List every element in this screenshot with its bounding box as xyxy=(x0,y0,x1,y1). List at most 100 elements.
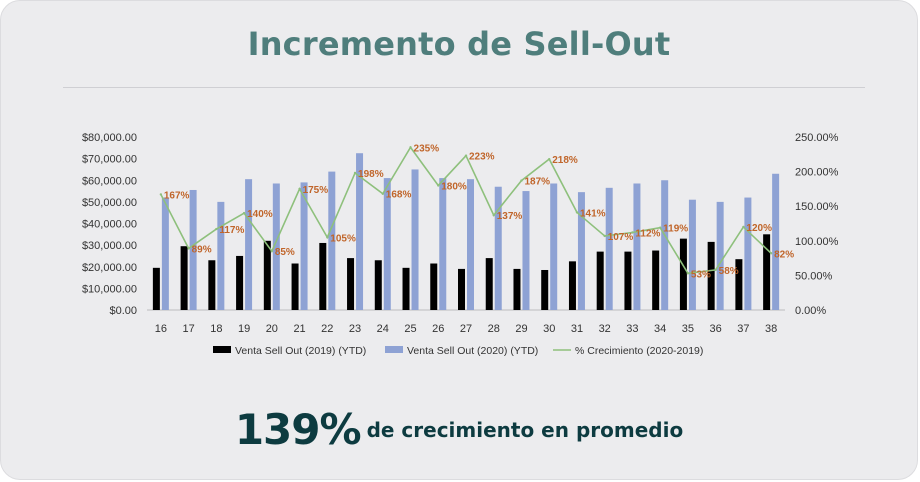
left-axis-tick-label: $10,000.00 xyxy=(82,283,137,295)
growth-point xyxy=(631,231,634,234)
bar-2019 xyxy=(208,260,216,310)
x-axis-tick-label: 33 xyxy=(626,323,638,335)
x-axis-tick-label: 21 xyxy=(293,323,305,335)
bar-2020 xyxy=(356,153,364,310)
title-divider xyxy=(63,87,865,88)
growth-data-label: 119% xyxy=(663,224,688,235)
left-axis-tick-label: $70,000.00 xyxy=(82,154,137,166)
right-axis-tick-label: 150.00% xyxy=(795,201,839,213)
growth-data-label: 198% xyxy=(358,169,384,180)
x-axis-tick-label: 25 xyxy=(404,323,416,335)
left-axis-tick-label: $80,000.00 xyxy=(82,132,137,144)
growth-data-label: 187% xyxy=(524,177,550,188)
bar-2019 xyxy=(458,268,465,310)
legend-2019-label: Venta Sell Out (2019) (YTD) xyxy=(235,345,366,357)
x-axis-tick-label: 17 xyxy=(182,323,194,335)
growth-data-label: 112% xyxy=(635,228,660,239)
growth-point xyxy=(242,211,246,215)
x-axis-tick-label: 18 xyxy=(210,323,222,335)
bar-2020 xyxy=(494,186,502,310)
bar-2019 xyxy=(624,251,632,310)
bar-2019 xyxy=(596,251,604,310)
growth-data-label: 107% xyxy=(608,232,634,243)
x-axis-tick-label: 35 xyxy=(682,323,694,335)
x-axis-tick-label: 28 xyxy=(488,323,500,335)
growth-point xyxy=(548,157,551,161)
x-axis-tick-label: 36 xyxy=(710,323,722,335)
growth-point xyxy=(769,252,773,255)
left-axis-tick-label: $60,000.00 xyxy=(82,175,137,187)
bar-2019 xyxy=(652,250,660,310)
bar-2020 xyxy=(467,179,474,310)
right-axis-tick-label: 200.00% xyxy=(795,167,839,179)
growth-data-label: 89% xyxy=(192,244,212,255)
summary-caption: de crecimiento en promedio xyxy=(366,417,684,442)
x-axis-tick-label: 29 xyxy=(515,323,527,335)
growth-point xyxy=(326,236,329,239)
growth-point xyxy=(409,146,412,149)
growth-point xyxy=(215,227,218,231)
growth-point xyxy=(159,193,163,196)
bar-2020 xyxy=(272,183,280,310)
x-axis-tick-label: 38 xyxy=(765,323,777,335)
bar-2019 xyxy=(347,258,355,310)
bar-2020 xyxy=(189,189,197,310)
growth-data-label: 58% xyxy=(719,266,739,277)
left-axis-tick-label: $20,000.00 xyxy=(82,262,137,274)
growth-point xyxy=(187,247,190,250)
growth-data-label: 235% xyxy=(414,143,440,154)
bar-2019 xyxy=(402,267,410,310)
bar-2020 xyxy=(300,182,308,310)
growth-point xyxy=(381,192,384,195)
bar-2019 xyxy=(735,259,743,310)
growth-data-label: 120% xyxy=(746,223,772,234)
bar-2020 xyxy=(577,192,585,310)
left-axis-tick-label: $50,000.00 xyxy=(82,197,137,209)
right-axis-tick-label: 0.00% xyxy=(795,305,826,317)
bar-2020 xyxy=(161,197,169,310)
left-axis-tick-label: $30,000.00 xyxy=(82,240,137,252)
bar-2019 xyxy=(513,268,521,310)
bar-2019 xyxy=(763,234,771,310)
bar-2019 xyxy=(263,240,271,310)
bar-2020 xyxy=(411,169,419,310)
bar-2020 xyxy=(633,183,641,310)
x-axis-tick-label: 34 xyxy=(654,323,666,335)
growth-point xyxy=(603,234,606,238)
x-axis-tick-label: 23 xyxy=(349,323,361,335)
growth-point xyxy=(464,154,468,157)
right-axis-tick-label: 50.00% xyxy=(795,270,833,282)
x-axis-tick-label: 19 xyxy=(238,323,250,335)
sell-out-chart: $0.00 $10,000.00 $20,000.00 $30,000.00 $40,0… xyxy=(82,132,839,357)
right-axis-tick-label: 250.00% xyxy=(795,132,839,144)
growth-point xyxy=(520,179,523,182)
growth-point xyxy=(686,272,690,275)
growth-data-label: 105% xyxy=(330,233,356,244)
x-axis-tick-label: 22 xyxy=(321,323,333,335)
bar-2020 xyxy=(383,178,391,310)
bar-2020 xyxy=(744,197,752,310)
bar-2019 xyxy=(291,263,299,310)
growth-point xyxy=(714,268,717,272)
right-axis-tick-label: 100.00% xyxy=(795,236,839,248)
summary-highlight: 139% xyxy=(234,405,362,454)
bar-2019 xyxy=(430,263,438,310)
growth-data-label: 180% xyxy=(441,181,467,192)
growth-data-label: 117% xyxy=(219,225,244,236)
growth-point xyxy=(575,211,579,214)
bar-2020 xyxy=(661,180,669,310)
bar-2020 xyxy=(522,191,530,310)
bar-2020 xyxy=(245,179,253,310)
growth-data-label: 137% xyxy=(497,211,523,222)
x-axis-tick-label: 24 xyxy=(377,323,389,335)
growth-data-label: 141% xyxy=(580,208,606,219)
legend-2020-label: Venta Sell Out (2020) (YTD) xyxy=(407,345,538,357)
bar-2020 xyxy=(716,201,724,310)
growth-data-label: 175% xyxy=(303,185,329,196)
growth-data-label: 82% xyxy=(774,249,794,260)
growth-point xyxy=(353,171,357,175)
growth-data-label: 85% xyxy=(275,247,295,258)
growth-point xyxy=(270,249,274,253)
x-axis-tick-label: 27 xyxy=(460,323,472,335)
x-axis-tick-label: 31 xyxy=(571,323,583,335)
